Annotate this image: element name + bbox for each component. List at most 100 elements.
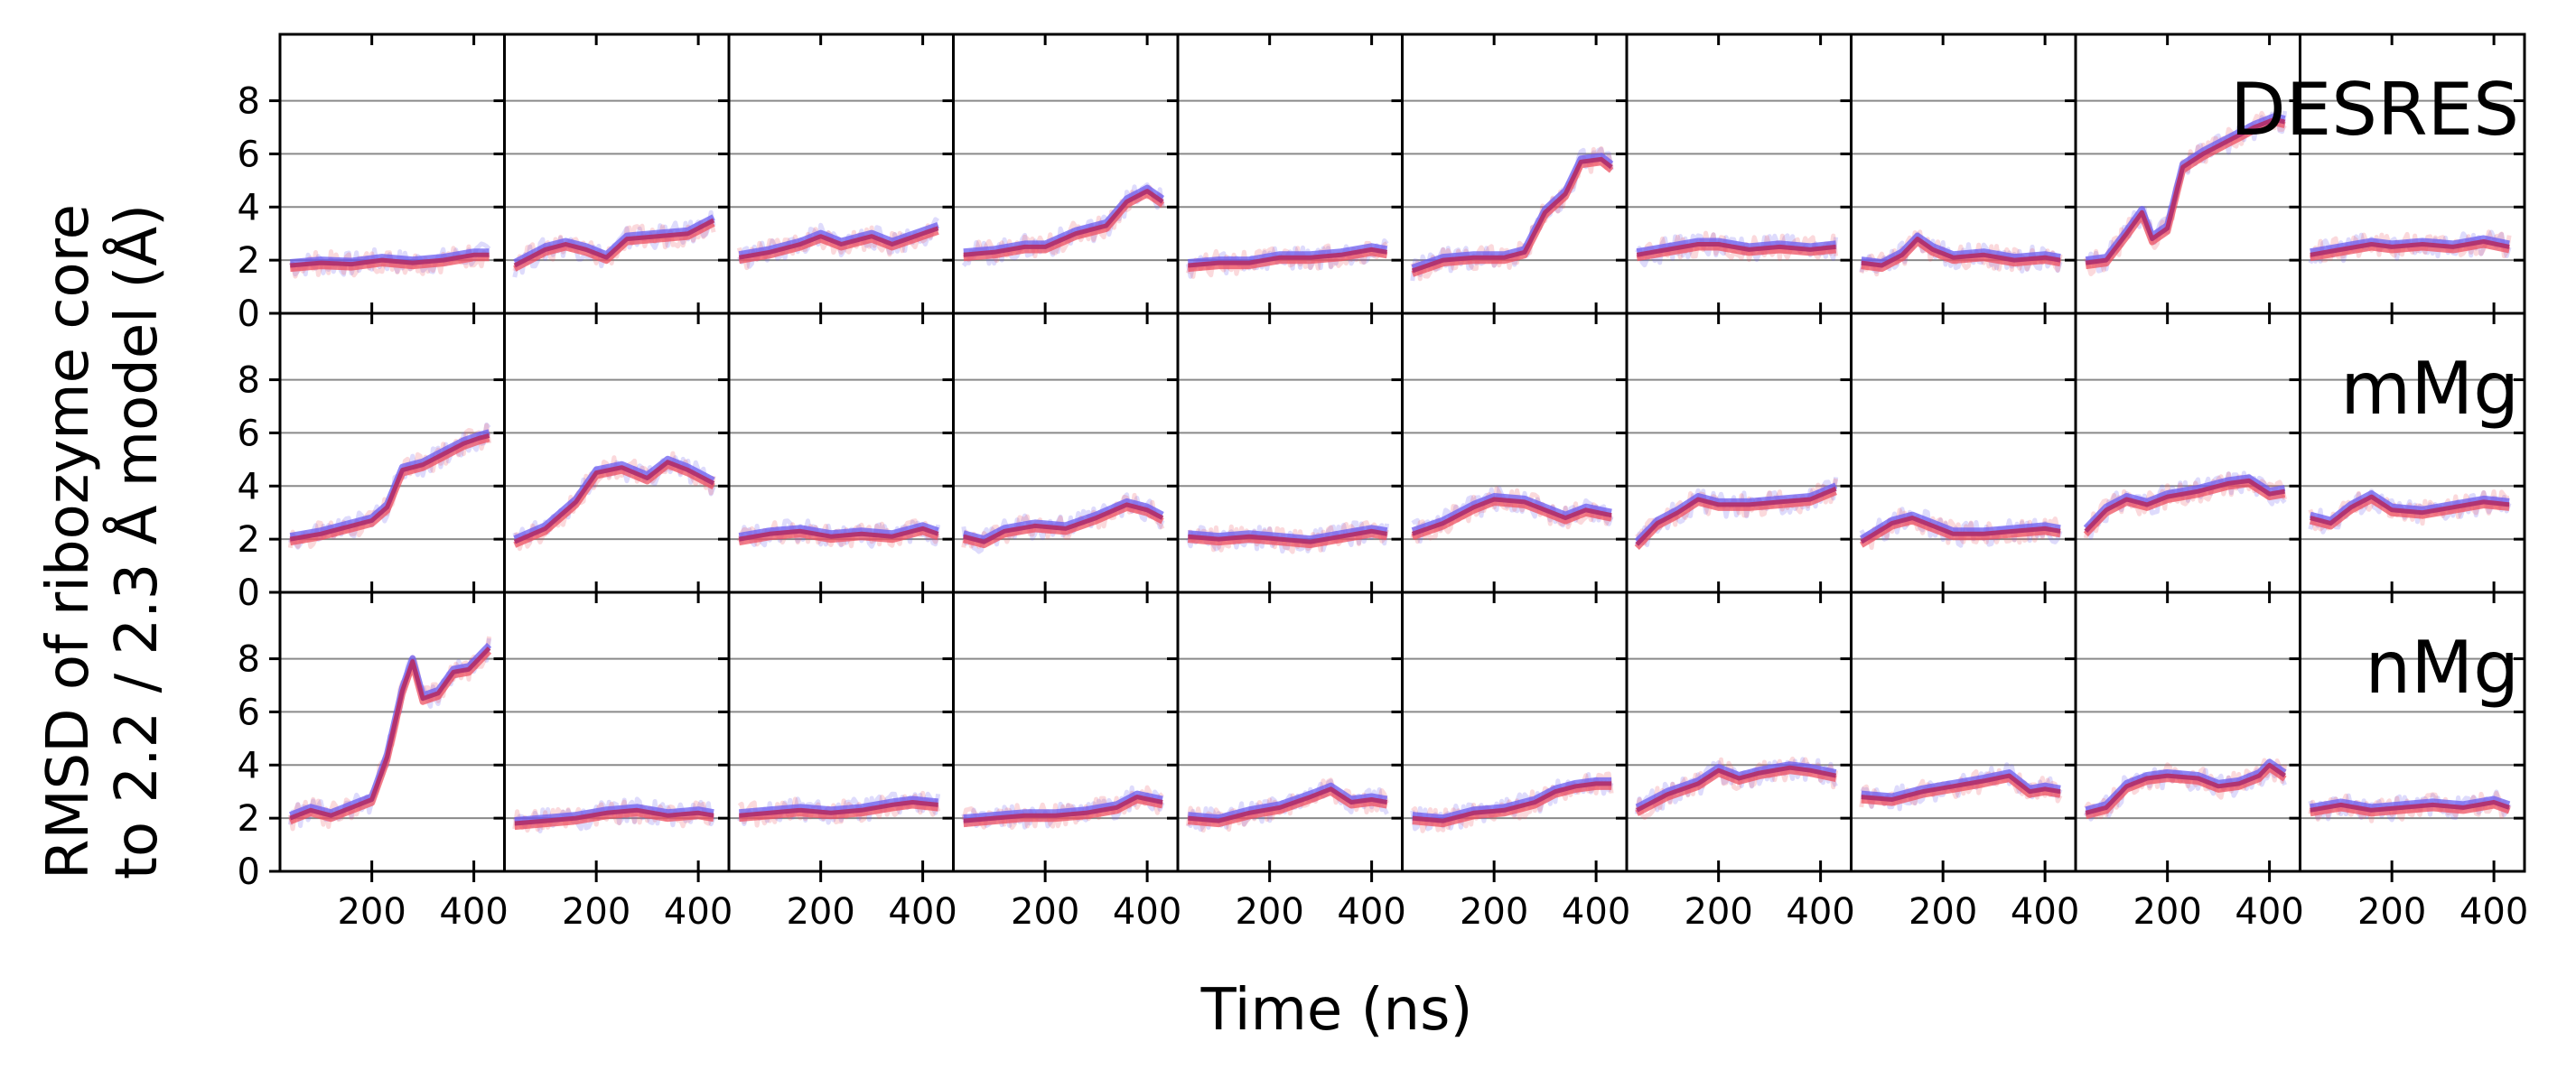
- series-line-red: [1187, 249, 1388, 273]
- series-line-mean: [1411, 156, 1613, 274]
- series-line-red: [1861, 776, 2061, 806]
- x-tick-label: 400: [1337, 891, 1405, 933]
- panel-frame: [1401, 312, 1629, 594]
- series-line-red: [2083, 480, 2286, 537]
- series-line-blue: [1859, 511, 2061, 542]
- panel-r1-c8: [1850, 33, 2077, 315]
- series-line-red: [514, 810, 714, 831]
- series-line-red: [1635, 767, 1837, 816]
- y-tick-label: 4: [238, 466, 260, 507]
- panel-frame: [2074, 591, 2301, 873]
- panel-r2-c3: [727, 312, 955, 594]
- x-tick-label: 400: [1113, 891, 1181, 933]
- series-line-blue: [738, 795, 938, 816]
- panel-frame: [2299, 591, 2526, 873]
- panel-frame: [727, 33, 955, 315]
- series-line-red: [513, 220, 715, 272]
- x-tick-label: 400: [439, 891, 508, 933]
- raw-trace-red: [962, 184, 1165, 264]
- series-line-red: [1861, 238, 2061, 273]
- y-tick-label: 2: [238, 240, 260, 282]
- series-line-mean: [1861, 773, 2061, 802]
- series-line-mean: [1636, 242, 1836, 257]
- series-line-red: [2310, 802, 2511, 817]
- x-axis-title: Time (ns): [1200, 977, 1473, 1044]
- y-tick-label: 6: [238, 413, 260, 454]
- series-line-mean: [1188, 528, 1388, 544]
- panel-frame: [952, 591, 1180, 873]
- series-line-mean: [1411, 497, 1612, 536]
- panel-r1-c1: [278, 33, 506, 315]
- series-line-blue: [738, 221, 939, 258]
- series-line-mean: [1635, 486, 1837, 546]
- x-tick-label: 200: [562, 891, 630, 933]
- x-tick-label: 200: [337, 891, 406, 933]
- x-tick-label: 200: [1011, 891, 1079, 933]
- raw-trace-red: [1410, 486, 1613, 544]
- series-line-mean: [2310, 800, 2510, 813]
- series-line-blue: [1635, 761, 1837, 810]
- series-line-blue: [289, 429, 490, 540]
- raw-trace-blue: [961, 785, 1165, 830]
- raw-trace-blue: [512, 796, 716, 833]
- series-line-blue: [513, 214, 715, 265]
- y-tick-label: 0: [238, 572, 260, 614]
- series-line-blue: [1187, 782, 1388, 822]
- series-line-mean: [738, 226, 939, 260]
- series-line-red: [1411, 499, 1612, 541]
- series-line-mean: [514, 807, 714, 826]
- series-line-red: [1859, 517, 2061, 548]
- series-line-mean: [289, 433, 490, 542]
- raw-trace-red: [2084, 758, 2288, 820]
- series-line-mean: [2085, 762, 2287, 815]
- panel-frame: [1176, 591, 1404, 873]
- series-line-mean: [1188, 246, 1388, 268]
- y-tick-label: 8: [238, 360, 260, 402]
- panel-r3-c9: [2074, 591, 2301, 873]
- panel-r2-c5: [1176, 312, 1404, 594]
- series-line-red: [1636, 244, 1836, 262]
- panel-frame: [1625, 33, 1853, 315]
- y-axis-title-line-1: RMSD of ribozyme core: [35, 204, 102, 879]
- series-line-red: [1634, 488, 1837, 551]
- row-label: mMg: [2340, 347, 2519, 431]
- series-line-mean: [513, 218, 715, 268]
- series-line-red: [963, 191, 1165, 262]
- x-tick-label: 200: [1460, 891, 1528, 933]
- raw-trace-red: [1635, 478, 1839, 546]
- x-tick-label: 200: [1909, 891, 1977, 933]
- panel-frame: [727, 312, 955, 594]
- panel-frame: [1850, 33, 2077, 315]
- x-tick-label: 200: [2133, 891, 2201, 933]
- y-tick-label: 0: [238, 851, 260, 893]
- series-line-blue: [1188, 525, 1388, 543]
- x-tick-label: 400: [888, 891, 957, 933]
- series-line-mean: [290, 252, 490, 268]
- series-line-blue: [962, 498, 1164, 543]
- series-line-blue: [1861, 769, 2061, 800]
- series-line-blue: [2310, 795, 2511, 811]
- y-tick-label: 2: [238, 519, 260, 561]
- panel-r3-c1: [278, 591, 506, 873]
- series-line-blue: [1412, 777, 1612, 822]
- panel-r1-c7: [1625, 33, 1853, 315]
- panel-grid: [278, 33, 2526, 873]
- panel-r3-c5: [1176, 591, 1404, 873]
- panel-r2-c7: [1625, 312, 1853, 594]
- series-line-blue: [738, 522, 939, 540]
- panel-r2-c6: [1401, 312, 1629, 594]
- y-axis-ticks: 0 2 4 6 8 0 2 4 6 8 0 2 4 6 8: [238, 81, 280, 893]
- x-tick-label: 400: [1562, 891, 1630, 933]
- panel-frame: [1850, 312, 2077, 594]
- series-line-blue: [1411, 493, 1612, 535]
- series-line-mean: [1412, 781, 1612, 823]
- row-label: DESRES: [2230, 68, 2519, 152]
- y-tick-label: 8: [238, 81, 260, 123]
- series-line-red: [289, 255, 490, 273]
- row-label: nMg: [2365, 626, 2519, 710]
- panel-r3-c3: [727, 591, 955, 873]
- series-line-blue: [513, 455, 715, 542]
- series-line-red: [738, 528, 939, 546]
- raw-trace-blue: [1859, 507, 2063, 548]
